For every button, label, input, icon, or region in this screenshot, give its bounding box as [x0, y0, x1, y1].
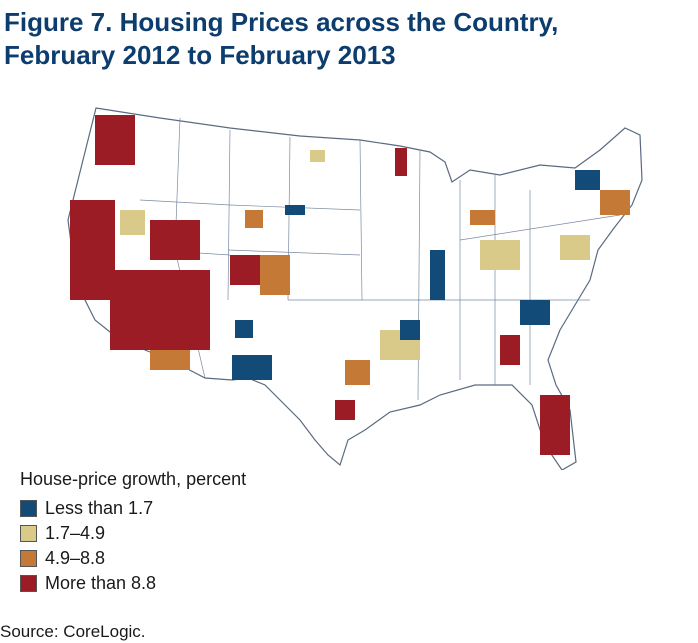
county-high [500, 335, 520, 365]
county-high [230, 255, 260, 285]
county-high [395, 148, 407, 176]
figure-title-line2: February 2012 to February 2013 [4, 40, 396, 70]
county-midhigh [600, 190, 630, 215]
figure-title: Figure 7. Housing Prices across the Coun… [4, 6, 694, 72]
us-county-map [67, 107, 643, 470]
county-low [520, 300, 550, 325]
county-midhigh [260, 255, 290, 295]
county-high [150, 220, 200, 260]
legend-item-more-than-8.8: More than 8.8 [20, 571, 246, 596]
legend-item-1.7-4.9: 1.7–4.9 [20, 521, 246, 546]
county-low [575, 170, 600, 190]
county-midhigh [345, 360, 370, 385]
legend-swatch [20, 575, 37, 592]
county-low [232, 355, 272, 380]
county-midhigh [470, 210, 495, 225]
legend: House-price growth, percent Less than 1.… [20, 468, 246, 596]
county-midlow [310, 150, 325, 162]
county-midhigh [245, 210, 263, 228]
county-high [110, 270, 210, 350]
legend-label: More than 8.8 [45, 573, 157, 593]
county-low [430, 250, 445, 300]
legend-swatch [20, 550, 37, 567]
legend-title: House-price growth, percent [20, 469, 247, 489]
county-low [400, 320, 420, 340]
county-high [540, 395, 570, 455]
legend-item-4.9-8.8: 4.9–8.8 [20, 546, 246, 571]
source-note: Source: CoreLogic. [0, 622, 146, 641]
county-midhigh [150, 350, 190, 370]
county-high [335, 400, 355, 420]
legend-label: 4.9–8.8 [45, 548, 106, 568]
legend-item-less-than-1.7: Less than 1.7 [20, 496, 246, 521]
county-midlow [480, 240, 520, 270]
county-midlow [560, 235, 590, 260]
legend-swatch [20, 500, 37, 517]
legend-label: Less than 1.7 [45, 498, 154, 518]
figure-title-line1: Figure 7. Housing Prices across the Coun… [4, 7, 559, 37]
county-high [95, 115, 135, 165]
county-patches [70, 115, 630, 455]
legend-swatch [20, 525, 37, 542]
county-midlow [120, 210, 145, 235]
county-high [70, 200, 115, 300]
legend-label: 1.7–4.9 [45, 523, 106, 543]
county-low [285, 205, 305, 215]
county-low [235, 320, 253, 338]
